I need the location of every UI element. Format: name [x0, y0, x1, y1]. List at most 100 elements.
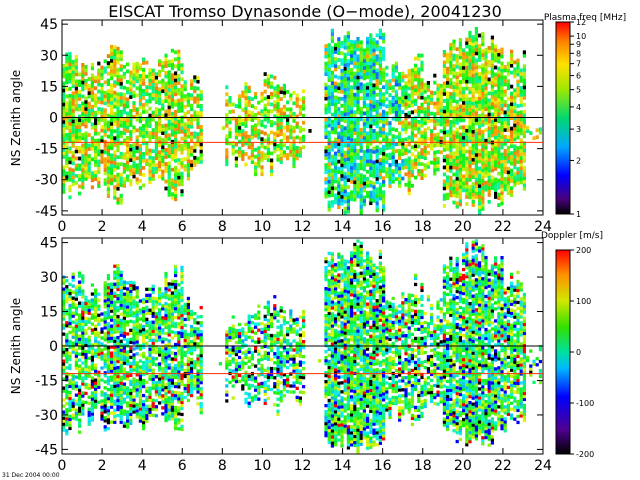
data-cell — [154, 170, 158, 174]
data-cell — [68, 384, 72, 389]
data-cell — [375, 169, 379, 174]
data-cell — [71, 157, 75, 162]
data-cell — [113, 45, 117, 50]
data-cell — [327, 169, 331, 173]
data-cell — [388, 177, 392, 181]
data-cell — [337, 177, 341, 181]
data-cell — [87, 365, 91, 369]
data-cell — [94, 152, 98, 157]
data-cell — [462, 90, 466, 95]
data-cell — [180, 143, 184, 148]
data-cell — [113, 150, 117, 155]
data-cell — [372, 59, 376, 63]
data-cell — [503, 82, 507, 87]
data-cell — [90, 403, 94, 407]
data-cell — [154, 300, 158, 304]
data-cell — [87, 407, 91, 411]
data-cell — [452, 95, 456, 100]
data-cell — [170, 73, 174, 78]
data-cell — [142, 384, 146, 389]
data-cell — [81, 406, 85, 410]
data-cell — [388, 180, 392, 185]
data-cell — [327, 162, 331, 166]
data-cell — [343, 182, 347, 187]
data-cell — [199, 132, 203, 136]
data-cell — [270, 172, 274, 177]
data-cell — [382, 39, 386, 44]
data-cell — [164, 57, 168, 61]
data-cell — [103, 374, 107, 378]
data-cell — [145, 368, 149, 372]
data-cell — [369, 183, 373, 188]
data-cell — [337, 194, 341, 199]
data-cell — [65, 105, 69, 109]
data-cell — [452, 137, 456, 142]
data-cell — [455, 173, 459, 178]
data-cell — [138, 105, 142, 110]
data-cell — [138, 81, 142, 85]
data-cell — [116, 109, 120, 114]
data-cell — [385, 146, 389, 151]
data-cell — [113, 348, 117, 352]
data-cell — [337, 142, 341, 146]
data-cell — [126, 386, 130, 390]
data-cell — [391, 169, 395, 174]
data-cell — [417, 172, 421, 177]
data-cell — [145, 389, 149, 393]
data-cell — [65, 94, 69, 99]
data-cell — [500, 65, 504, 69]
data-cell — [100, 83, 104, 87]
data-cell — [494, 160, 498, 164]
data-cell — [138, 77, 142, 82]
data-cell — [398, 131, 402, 136]
data-cell — [497, 133, 501, 137]
data-cell — [353, 141, 357, 146]
data-cell — [122, 99, 126, 104]
data-cell — [106, 418, 110, 422]
data-cell — [346, 66, 350, 70]
data-cell — [481, 130, 485, 134]
data-cell — [122, 71, 126, 76]
data-cell — [494, 104, 498, 108]
data-cell — [513, 154, 517, 159]
data-cell — [119, 183, 123, 188]
data-cell — [516, 177, 520, 182]
data-cell — [97, 96, 101, 101]
data-cell — [350, 109, 354, 114]
data-cell — [343, 119, 347, 124]
data-cell — [410, 89, 414, 94]
data-cell — [62, 151, 66, 156]
data-cell — [148, 113, 152, 118]
data-cell — [164, 85, 168, 89]
data-cell — [458, 118, 462, 123]
data-cell — [129, 182, 133, 187]
data-cell — [158, 350, 162, 354]
data-cell — [289, 107, 293, 112]
data-cell — [468, 132, 472, 137]
data-cell — [478, 173, 482, 178]
data-cell — [487, 193, 491, 197]
data-cell — [154, 79, 158, 83]
data-cell — [362, 188, 366, 193]
data-cell — [494, 195, 498, 199]
data-cell — [442, 120, 446, 124]
data-cell — [167, 126, 171, 131]
data-cell — [84, 163, 88, 167]
data-cell — [382, 85, 386, 90]
data-cell — [68, 72, 72, 77]
data-cell — [449, 134, 453, 138]
data-cell — [129, 280, 133, 284]
data-cell — [113, 195, 117, 200]
data-cell — [490, 130, 494, 134]
data-cell — [327, 95, 331, 100]
data-cell — [468, 111, 472, 116]
data-cell — [343, 94, 347, 99]
data-cell — [407, 76, 411, 80]
data-cell — [65, 70, 69, 74]
data-cell — [359, 155, 363, 160]
data-cell — [497, 129, 501, 134]
data-cell — [231, 141, 235, 145]
data-cell — [90, 139, 94, 144]
data-cell — [401, 75, 405, 79]
data-cell — [110, 146, 114, 151]
